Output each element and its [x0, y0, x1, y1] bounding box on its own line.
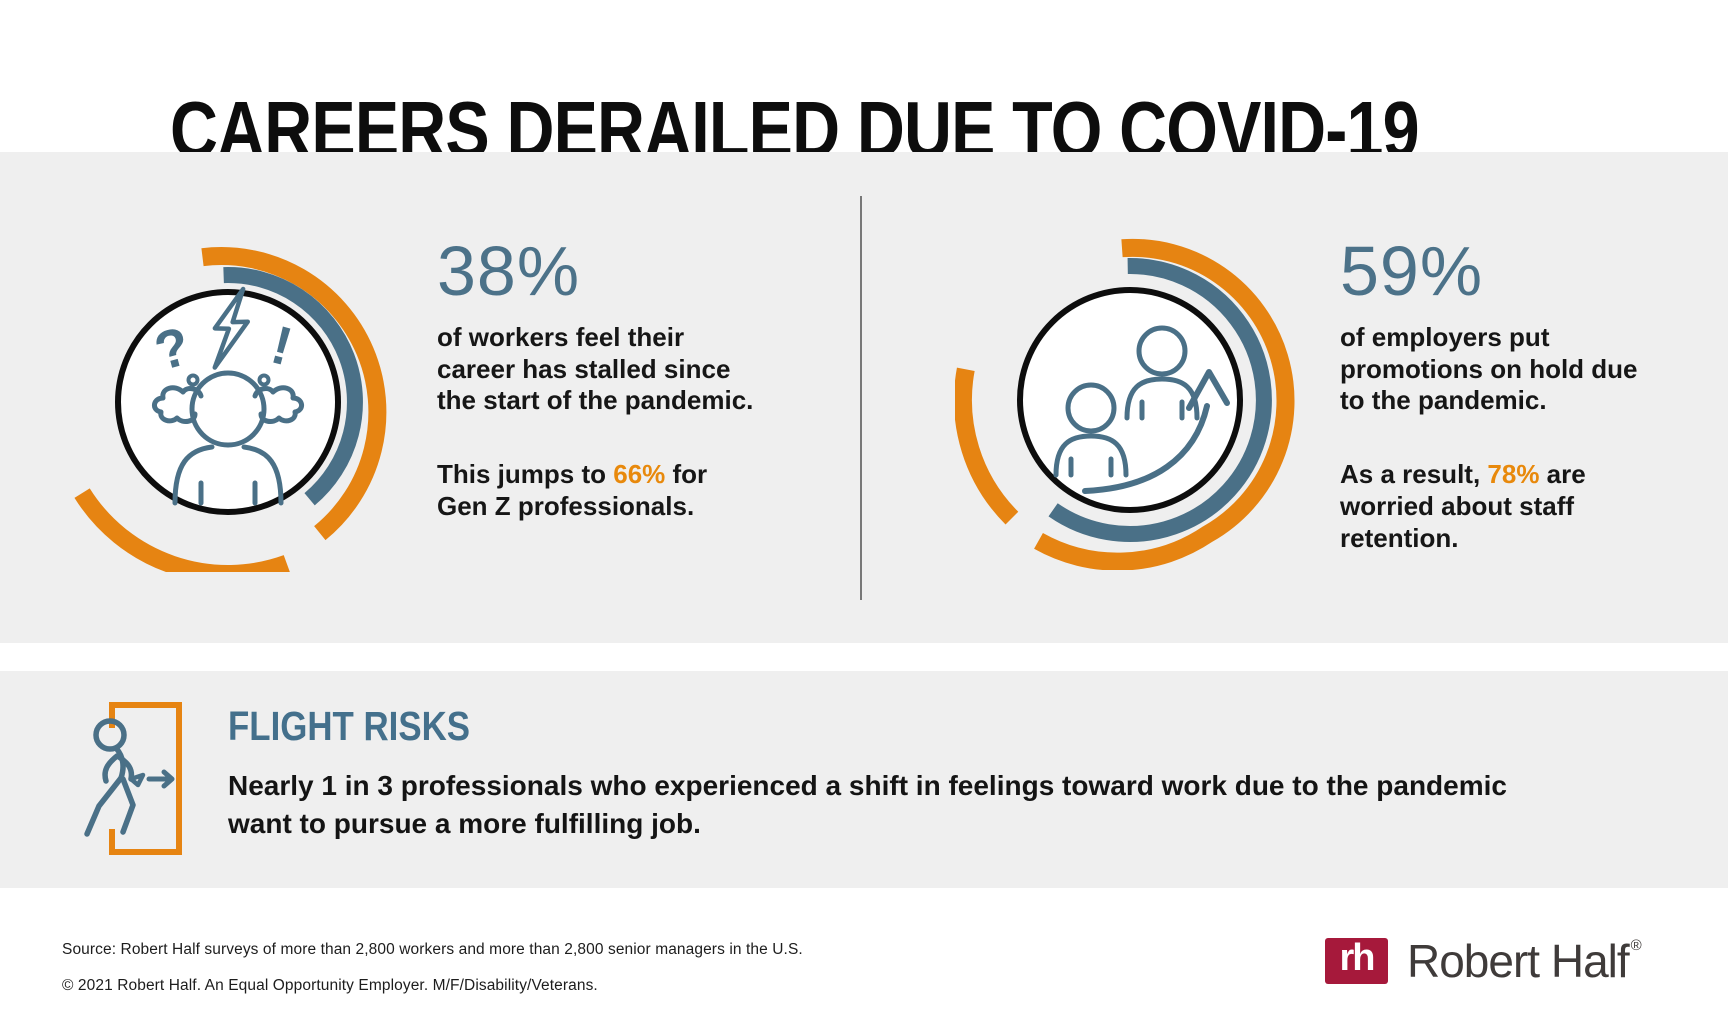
vertical-divider [860, 196, 862, 600]
rh-logo-letters: rh [1339, 937, 1376, 979]
stat-description: of workers feel their career has stalled… [437, 322, 754, 416]
stat-block-employers: 59% of employers put promotions on hold … [1340, 236, 1700, 580]
source-note: Source: Robert Half surveys of more than… [62, 941, 803, 958]
flight-risks-section: FLIGHT RISKS Nearly 1 in 3 professionals… [228, 703, 1507, 843]
robert-half-wordmark: Robert Half [1407, 935, 1630, 987]
note-highlight-78: 78% [1487, 459, 1540, 490]
flight-risks-body: Nearly 1 in 3 professionals who experien… [228, 770, 1507, 839]
people-promotion-arrow-icon [955, 238, 1295, 570]
stat-note: As a result, 78% are worried about staff… [1340, 459, 1700, 554]
person-exiting-door-icon [84, 702, 182, 855]
rh-logo-mark: rh [1325, 938, 1388, 984]
stat-note: This jumps to 66% for Gen Z professional… [437, 459, 797, 522]
stat-description: of employers put promotions on hold due … [1340, 322, 1638, 416]
stressed-person-icon: ? ! [74, 247, 387, 572]
flight-risks-heading: FLIGHT RISKS [228, 703, 471, 749]
robert-half-logo: rh Robert Half ® [1325, 934, 1642, 988]
copyright-note: © 2021 Robert Half. An Equal Opportunity… [62, 977, 598, 994]
note-highlight-66: 66% [613, 459, 666, 490]
stat-value-59: 59% [1340, 232, 1484, 310]
note-suffix: for Gen Z professionals. [437, 459, 708, 521]
stat-block-workers: 38% of workers feel their career has sta… [437, 236, 797, 549]
flight-risks-band [0, 671, 1728, 888]
registered-trademark-symbol: ® [1630, 936, 1642, 954]
note-suffix: are worried about staff retention. [1340, 459, 1586, 553]
note-prefix: As a result, [1340, 459, 1488, 490]
note-prefix: This jumps to [437, 459, 614, 490]
stat-value-38: 38% [437, 232, 581, 310]
